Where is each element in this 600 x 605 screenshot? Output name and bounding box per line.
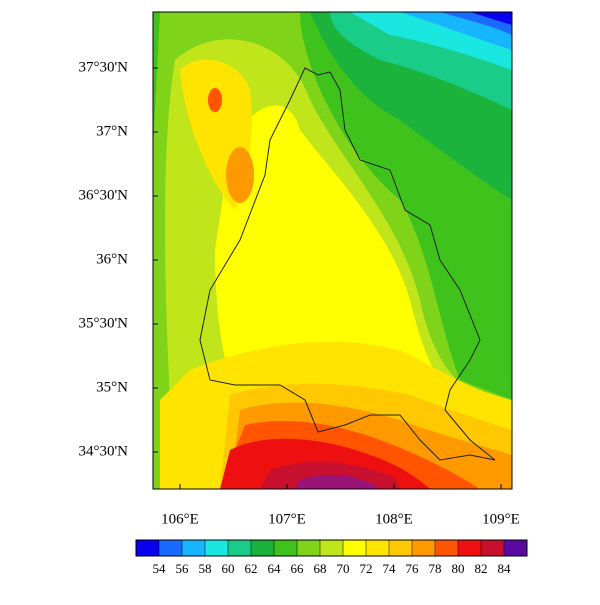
colorbar-label: 60: [222, 561, 235, 576]
colorbar-label: 76: [406, 561, 420, 576]
colorbar-label: 66: [291, 561, 305, 576]
colorbar-box: [205, 540, 228, 556]
colorbar-label: 54: [153, 561, 167, 576]
y-tick-label: 35°30'N: [78, 315, 128, 331]
colorbar-box: [136, 540, 159, 556]
colorbar-box: [389, 540, 412, 556]
colorbar-label: 56: [176, 561, 190, 576]
colorbar-box: [297, 540, 320, 556]
colorbar-box: [504, 540, 527, 556]
colorbar-box: [228, 540, 251, 556]
colorbar-label: 72: [360, 561, 373, 576]
colorbar-label: 80: [452, 561, 465, 576]
map-frame: [152, 11, 513, 490]
colorbar-box: [435, 540, 458, 556]
colorbar-box: [159, 540, 182, 556]
colorbar-box: [343, 540, 366, 556]
y-tick-label: 36°N: [96, 251, 128, 267]
colorbar-label: 58: [199, 561, 212, 576]
colorbar-box: [182, 540, 205, 556]
y-tick-label: 37°N: [96, 123, 128, 139]
x-tick-label: 106°E: [161, 511, 199, 527]
colorbar-box: [251, 540, 274, 556]
y-tick-label: 34°30'N: [78, 443, 128, 459]
field: [153, 12, 512, 489]
x-tick-label: 109°E: [482, 511, 520, 527]
colorbar-box: [274, 540, 297, 556]
x-tick-label: 108°E: [375, 511, 413, 527]
colorbar-frame: [135, 539, 528, 557]
colorbar-label: 74: [383, 561, 397, 576]
colorbar-label: 68: [314, 561, 327, 576]
x-tick-label: 107°E: [268, 511, 306, 527]
colorbar-box: [366, 540, 389, 556]
colorbar-box: [320, 540, 343, 556]
y-tick-label: 37°30'N: [78, 59, 128, 75]
colorbar-box: [458, 540, 481, 556]
colorbar-box: [412, 540, 435, 556]
y-tick-label: 36°30'N: [78, 187, 128, 203]
colorbar-label: 64: [268, 561, 282, 576]
colorbar-label: 82: [475, 561, 488, 576]
colorbar-label: 62: [245, 561, 258, 576]
colorbar-label: 78: [429, 561, 442, 576]
colorbar-label: 84: [498, 561, 512, 576]
colorbar-box: [481, 540, 504, 556]
y-tick-label: 35°N: [96, 379, 128, 395]
colorbar-label: 70: [337, 561, 350, 576]
